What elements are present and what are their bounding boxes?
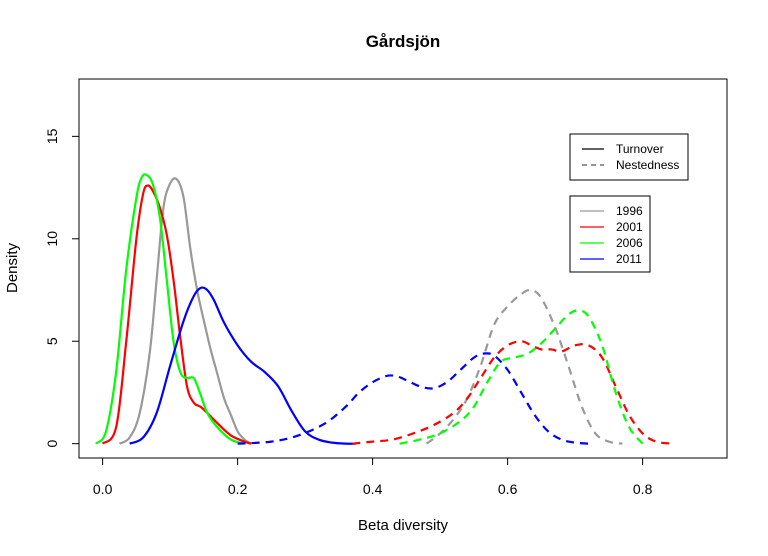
y-tick-label: 15 <box>44 128 60 144</box>
year-legend-box <box>569 195 651 273</box>
x-tick-label: 0.0 <box>93 481 113 497</box>
density-curve-2011-nestedness <box>237 352 589 445</box>
x-tick-label: 0.6 <box>498 481 518 497</box>
density-curve-2006-nestedness <box>399 309 644 445</box>
y-axis-label: Density <box>4 242 21 293</box>
y-axis: 0 5 10 15 <box>44 128 80 448</box>
x-axis-label: Beta diversity <box>358 517 449 534</box>
y-tick-label: 5 <box>44 337 60 345</box>
linetype-legend-box <box>569 133 689 181</box>
density-curve-1996-turnover <box>118 177 252 445</box>
series-layer <box>95 173 674 445</box>
y-tick-label: 0 <box>44 440 60 448</box>
density-curve-1996-nestedness <box>425 288 623 445</box>
density-curve-2006-turnover <box>95 173 245 445</box>
legend-2006-label: 2006 <box>616 236 643 250</box>
linetype-legend: Turnover Nestedness <box>569 133 689 181</box>
x-axis: 0.0 0.2 0.4 0.6 0.8 <box>93 457 653 497</box>
x-tick-label: 0.8 <box>633 481 653 497</box>
density-curve-2001-nestedness <box>352 340 674 445</box>
x-tick-label: 0.4 <box>363 481 383 497</box>
density-curve-2001-turnover <box>101 184 252 445</box>
year-legend: 1996 2001 2006 2011 <box>569 195 651 273</box>
density-curve-2011-turnover <box>129 286 356 445</box>
legend-2001-label: 2001 <box>616 220 643 234</box>
legend-nestedness-label: Nestedness <box>616 158 679 172</box>
x-tick-label: 0.2 <box>228 481 248 497</box>
y-tick-label: 10 <box>44 231 60 247</box>
legend-2011-label: 2011 <box>616 252 642 266</box>
legend-turnover-label: Turnover <box>616 142 664 156</box>
chart-title: Gårdsjön <box>366 32 441 51</box>
legend-1996-label: 1996 <box>616 204 643 218</box>
